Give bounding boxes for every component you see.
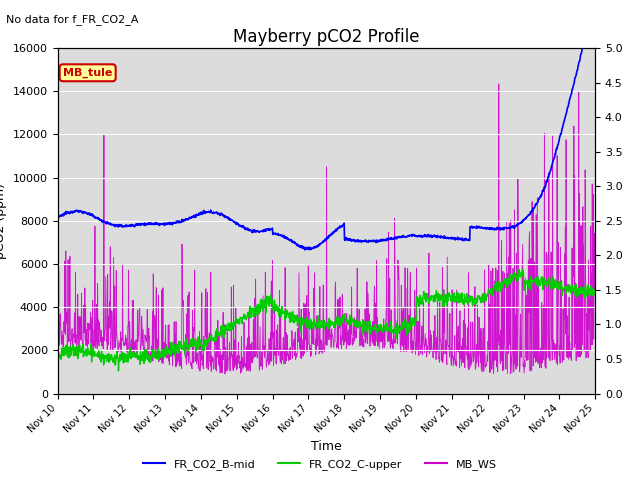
Title: Mayberry pCO2 Profile: Mayberry pCO2 Profile: [233, 28, 420, 47]
Y-axis label: pCO2 (ppm): pCO2 (ppm): [0, 183, 7, 259]
Text: No data for f_FR_CO2_A: No data for f_FR_CO2_A: [6, 14, 139, 25]
X-axis label: Time: Time: [311, 441, 342, 454]
Text: MB_tule: MB_tule: [63, 68, 113, 78]
Legend: FR_CO2_B-mid, FR_CO2_C-upper, MB_WS: FR_CO2_B-mid, FR_CO2_C-upper, MB_WS: [139, 455, 501, 474]
